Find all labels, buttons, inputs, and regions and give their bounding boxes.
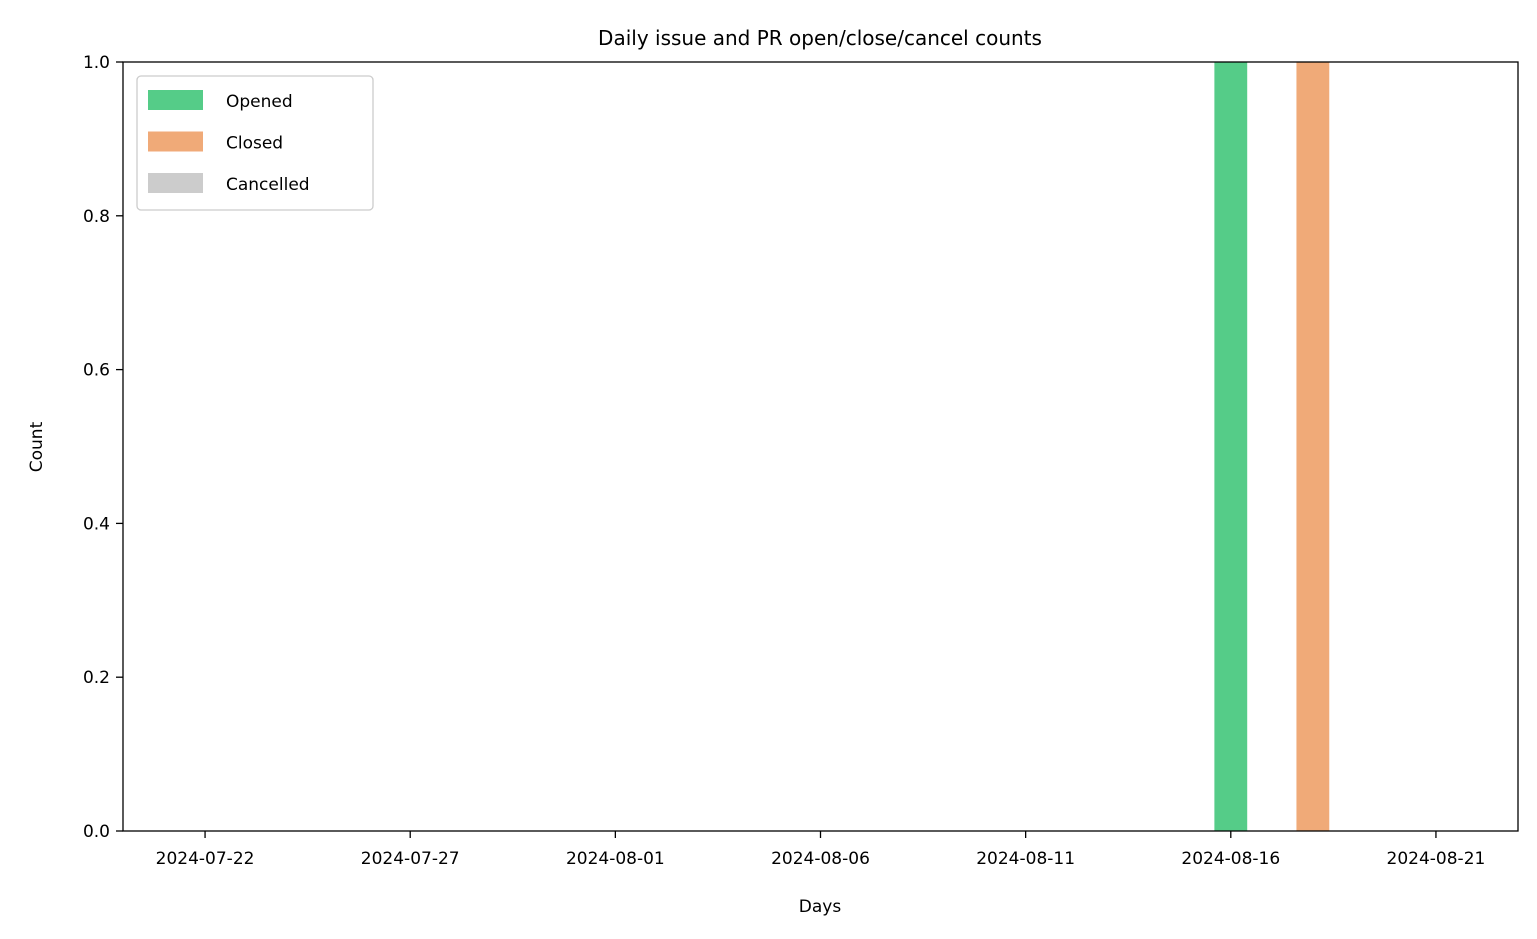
y-tick-label-0: 0.0 [83, 822, 110, 842]
y-tick-label-1: 0.2 [83, 668, 110, 688]
x-tick-label-1: 2024-07-27 [361, 849, 460, 869]
legend-swatch-opened [148, 90, 203, 110]
y-tick-label-2: 0.4 [83, 514, 110, 534]
y-tick-label-4: 0.8 [83, 207, 110, 227]
y-tick-label-3: 0.6 [83, 361, 110, 381]
x-tick-label-2: 2024-08-01 [566, 849, 665, 869]
chart-title: Daily issue and PR open/close/cancel cou… [598, 26, 1042, 50]
plot-area [1214, 62, 1330, 831]
bar-closed-0 [1296, 62, 1330, 831]
x-tick-label-4: 2024-08-11 [976, 849, 1075, 869]
legend-swatch-closed [148, 131, 203, 152]
legend-label-closed: Closed [226, 134, 283, 154]
y-tick-label-5: 1.0 [83, 53, 110, 73]
legend-label-cancelled: Cancelled [226, 175, 310, 195]
x-tick-label-6: 2024-08-21 [1387, 849, 1486, 869]
bar-opened-0 [1214, 62, 1248, 831]
x-axis-label: Days [799, 897, 842, 917]
legend-swatch-cancelled [148, 173, 203, 193]
legend-label-opened: Opened [226, 92, 293, 112]
y-axis-label: Count [27, 421, 47, 472]
x-tick-label-3: 2024-08-06 [771, 849, 870, 869]
y-axis: 0.0 0.2 0.4 0.6 0.8 1.0 [83, 53, 123, 842]
x-axis: 2024-07-22 2024-07-27 2024-08-01 2024-08-06… [156, 831, 1486, 869]
legend: Opened Closed Cancelled [136, 75, 374, 211]
x-tick-label-5: 2024-08-16 [1181, 849, 1280, 869]
x-tick-label-0: 2024-07-22 [156, 849, 255, 869]
